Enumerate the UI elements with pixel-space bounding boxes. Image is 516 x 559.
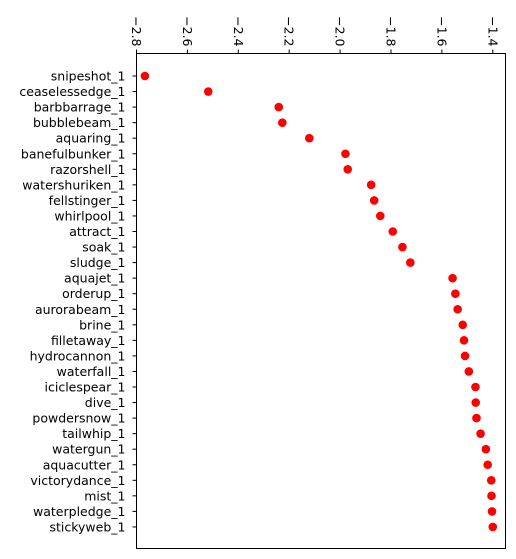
data-point-victorydance_1 (486, 476, 496, 485)
y-tick-label: iciclespear_1 (45, 380, 126, 395)
y-tick-label: hydrocannon_1 (30, 348, 126, 363)
y-tick-label: brine_1 (79, 317, 125, 332)
y-tick-label: ceaselessedge_1 (19, 84, 125, 99)
x-tick-label: −1.8 (383, 16, 398, 46)
data-point-ceaselessedge_1 (203, 87, 213, 96)
y-tick-label: snipeshot_1 (51, 69, 126, 84)
x-tick-label: −2.8 (129, 16, 144, 46)
y-tick-label: bubblebeam_1 (33, 115, 126, 130)
y-tick-label: waterpledge_1 (33, 504, 125, 519)
data-point-whirlpool_1 (375, 211, 385, 221)
data-point-attract_1 (388, 227, 398, 236)
data-point-aurorabeam_1 (453, 304, 462, 314)
data-point-soak_1 (398, 242, 407, 252)
y-tick-label: watergun_1 (52, 442, 125, 457)
data-point-aquaring_1 (304, 133, 314, 143)
y-tick-label: mist_1 (84, 488, 125, 503)
x-axis: −2.8 −2.6 −2.4 −2.2 −2.0 −1.8 −1.6 −1.4 (129, 16, 500, 54)
data-point-filletaway_1 (459, 336, 469, 345)
data-point-orderup_1 (451, 289, 460, 299)
data-point-stickyweb_1 (488, 522, 498, 532)
y-tick-label: aquajet_1 (64, 271, 125, 286)
x-tick-label: −2.2 (282, 16, 297, 46)
data-point-dive_1 (471, 398, 481, 407)
data-point-sludge_1 (406, 258, 415, 267)
y-tick-label: filletaway_1 (51, 333, 126, 348)
x-tick-label: −1.4 (485, 16, 500, 46)
y-tick-label: dive_1 (85, 395, 126, 410)
data-point-waterpledge_1 (487, 507, 497, 516)
data-point-waterfall_1 (464, 367, 474, 376)
data-point-iciclespear_1 (471, 382, 480, 392)
y-tick-label: stickyweb_1 (49, 519, 125, 534)
data-point-tailwhip_1 (476, 429, 485, 438)
data-point-snipeshot_1 (140, 71, 150, 81)
y-tick-label: fellstinger_1 (49, 193, 126, 208)
data-point-razorshell_1 (343, 165, 353, 174)
y-tick-label: razorshell_1 (50, 162, 125, 177)
y-tick-label: aquaring_1 (56, 131, 126, 146)
y-tick-label: attract_1 (69, 224, 125, 239)
data-point-powdersnow_1 (472, 413, 481, 423)
data-point-aquajet_1 (448, 273, 457, 283)
plot-area-frame (136, 53, 506, 549)
x-tick-label: −2.0 (333, 16, 348, 46)
data-point-bubblebeam_1 (278, 118, 287, 127)
data-point-brine_1 (458, 320, 468, 330)
y-tick-label: soak_1 (82, 240, 125, 255)
y-tick-label: aquacutter_1 (43, 457, 126, 472)
y-tick-label: whirlpool_1 (54, 208, 125, 223)
y-tick-label: watershuriken_1 (22, 177, 125, 192)
data-points (140, 71, 498, 532)
y-tick-label: aurorabeam_1 (35, 302, 126, 317)
y-tick-label: orderup_1 (62, 286, 125, 301)
x-tick-label: −2.4 (231, 16, 246, 46)
y-tick-label: tailwhip_1 (62, 426, 125, 441)
data-point-watergun_1 (481, 444, 491, 454)
x-tick-label: −1.6 (434, 16, 449, 46)
data-point-mist_1 (487, 491, 496, 501)
y-tick-label: banefulbunker_1 (21, 146, 126, 161)
y-tick-label: powdersnow_1 (32, 411, 125, 426)
y-tick-label: waterfall_1 (57, 364, 126, 379)
y-tick-label: barbbarrage_1 (34, 100, 126, 115)
y-axis: snipeshot_1ceaselessedge_1barbbarrage_1b… (19, 69, 137, 534)
y-tick-label: sludge_1 (70, 255, 126, 270)
data-point-banefulbunker_1 (341, 149, 350, 159)
data-point-aquacutter_1 (483, 460, 492, 470)
data-point-fellstinger_1 (369, 196, 379, 205)
data-point-barbbarrage_1 (274, 102, 284, 112)
data-point-watershuriken_1 (366, 180, 376, 190)
y-tick-label: victorydance_1 (30, 473, 125, 488)
data-point-hydrocannon_1 (460, 351, 470, 361)
x-tick-label: −2.6 (180, 16, 195, 46)
